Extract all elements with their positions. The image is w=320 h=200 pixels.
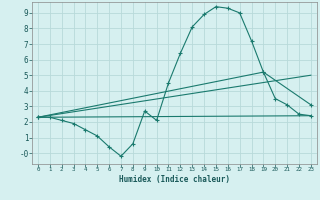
X-axis label: Humidex (Indice chaleur): Humidex (Indice chaleur): [119, 175, 230, 184]
